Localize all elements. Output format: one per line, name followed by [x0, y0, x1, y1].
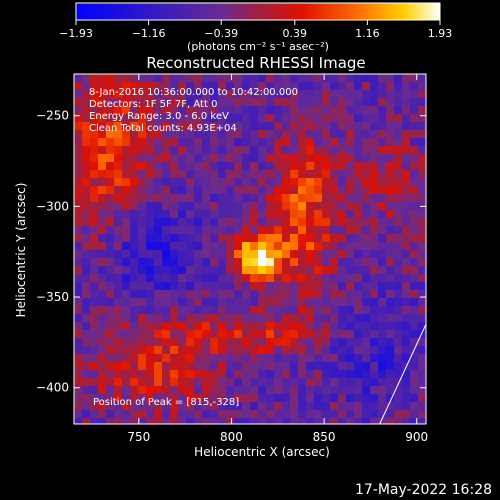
y-tick-label: −350 [36, 290, 69, 304]
annotation-counts: Clean Total counts: 4.93E+04 [89, 123, 237, 134]
x-tick-label: 850 [313, 430, 336, 444]
x-tick-label: 900 [405, 430, 428, 444]
colorbar-tick-label: 1.16 [355, 27, 380, 40]
colorbar-unit-label: (photons cm⁻² s⁻¹ asec⁻²) [187, 40, 329, 53]
y-tick-label: −300 [36, 199, 69, 213]
x-tick-label: 750 [127, 430, 150, 444]
chart-title: Reconstructed RHESSI Image [146, 54, 365, 72]
footer-date: 17-May-2022 16:28 [355, 482, 492, 498]
solar-limb-line [379, 324, 427, 425]
annotation-peak-position: Position of Peak = [815,-328] [93, 397, 239, 408]
heatmap-cells [74, 74, 426, 424]
x-tick-label: 800 [220, 430, 243, 444]
colorbar-tick-label: 1.93 [428, 27, 453, 40]
plot-frame [73, 73, 427, 425]
annotation-detectors: Detectors: 1F 5F 7F, Att 0 [89, 99, 217, 110]
colorbar-tick-label: −0.39 [204, 27, 238, 40]
y-tick-label: −400 [36, 381, 69, 395]
annotation-time-range: 8-Jan-2016 10:36:00.000 to 10:42:00.000 [89, 87, 298, 98]
y-axis-label: Heliocentric Y (arcsec) [14, 183, 28, 318]
x-axis-label: Heliocentric X (arcsec) [194, 445, 330, 459]
colorbar [75, 2, 441, 21]
y-tick-label: −250 [36, 109, 69, 123]
annotation-energy-range: Energy Range: 3.0 - 6.0 keV [89, 111, 229, 122]
colorbar-tick-label: 0.39 [283, 27, 308, 40]
colorbar-tick-label: −1.93 [59, 27, 93, 40]
colorbar-tick-label: −1.16 [132, 27, 166, 40]
